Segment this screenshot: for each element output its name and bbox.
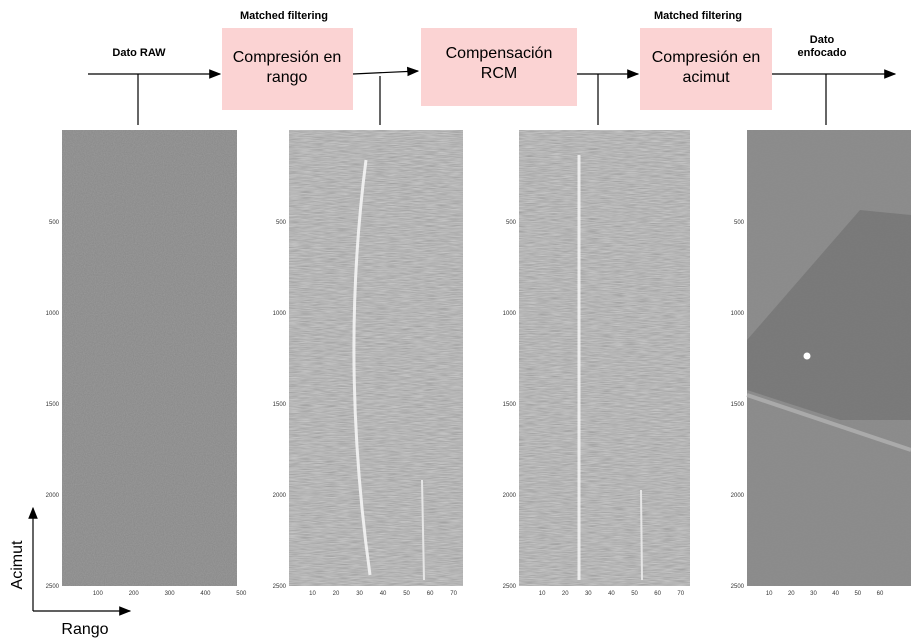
image-panel (62, 130, 237, 586)
y-tick-label: 2500 (503, 584, 517, 590)
y-tick-label: 500 (276, 220, 287, 226)
x-tick-label: 30 (356, 591, 363, 597)
x-tick-label: 40 (380, 591, 387, 597)
y-tick-label: 2500 (46, 584, 60, 590)
y-tick-label: 1000 (503, 311, 517, 317)
x-tick-label: 70 (450, 591, 457, 597)
x-tick-label: 50 (854, 591, 861, 597)
axis-label: Rango (61, 621, 108, 638)
y-tick-label: 2000 (46, 493, 60, 499)
y-tick-label: 1500 (273, 402, 287, 408)
y-tick-label: 1000 (273, 311, 287, 317)
y-tick-label: 1500 (503, 402, 517, 408)
x-tick-label: 10 (766, 591, 773, 597)
y-tick-label: 2000 (273, 493, 287, 499)
x-tick-label: 20 (333, 591, 340, 597)
y-tick-label: 1500 (731, 402, 745, 408)
x-tick-label: 60 (427, 591, 434, 597)
x-tick-label: 50 (631, 591, 638, 597)
x-tick-label: 20 (562, 591, 569, 597)
y-tick-label: 500 (49, 220, 60, 226)
x-tick-label: 30 (810, 591, 817, 597)
x-tick-label: 60 (654, 591, 661, 597)
x-tick-label: 10 (539, 591, 546, 597)
x-tick-label: 30 (585, 591, 592, 597)
y-tick-label: 500 (506, 220, 517, 226)
y-tick-label: 1000 (731, 311, 745, 317)
x-tick-label: 20 (788, 591, 795, 597)
image-panel (747, 130, 911, 586)
x-tick-label: 70 (677, 591, 684, 597)
y-tick-label: 2500 (273, 584, 287, 590)
y-tick-label: 2000 (731, 493, 745, 499)
y-tick-label: 2000 (503, 493, 517, 499)
axis-label: Acimut (9, 540, 26, 589)
x-tick-label: 10 (309, 591, 316, 597)
filter-label: Matched filtering (654, 10, 742, 22)
x-tick-label: 500 (236, 591, 247, 597)
image-panel (289, 130, 463, 586)
x-tick-label: 200 (129, 591, 140, 597)
x-tick-label: 60 (877, 591, 884, 597)
image-panel (519, 130, 690, 586)
y-tick-label: 1500 (46, 402, 60, 408)
y-tick-label: 500 (734, 220, 745, 226)
x-tick-label: 40 (608, 591, 615, 597)
x-tick-label: 100 (93, 591, 104, 597)
x-tick-label: 400 (200, 591, 211, 597)
x-tick-label: 50 (403, 591, 410, 597)
x-tick-label: 40 (832, 591, 839, 597)
y-tick-label: 2500 (731, 584, 745, 590)
filter-label: Matched filtering (240, 10, 328, 22)
diagram: Acimut Rango Matched filtering Matched fi… (0, 0, 911, 639)
x-tick-label: 300 (165, 591, 176, 597)
y-tick-label: 1000 (46, 311, 60, 317)
data-label: Dato RAW (112, 47, 166, 59)
